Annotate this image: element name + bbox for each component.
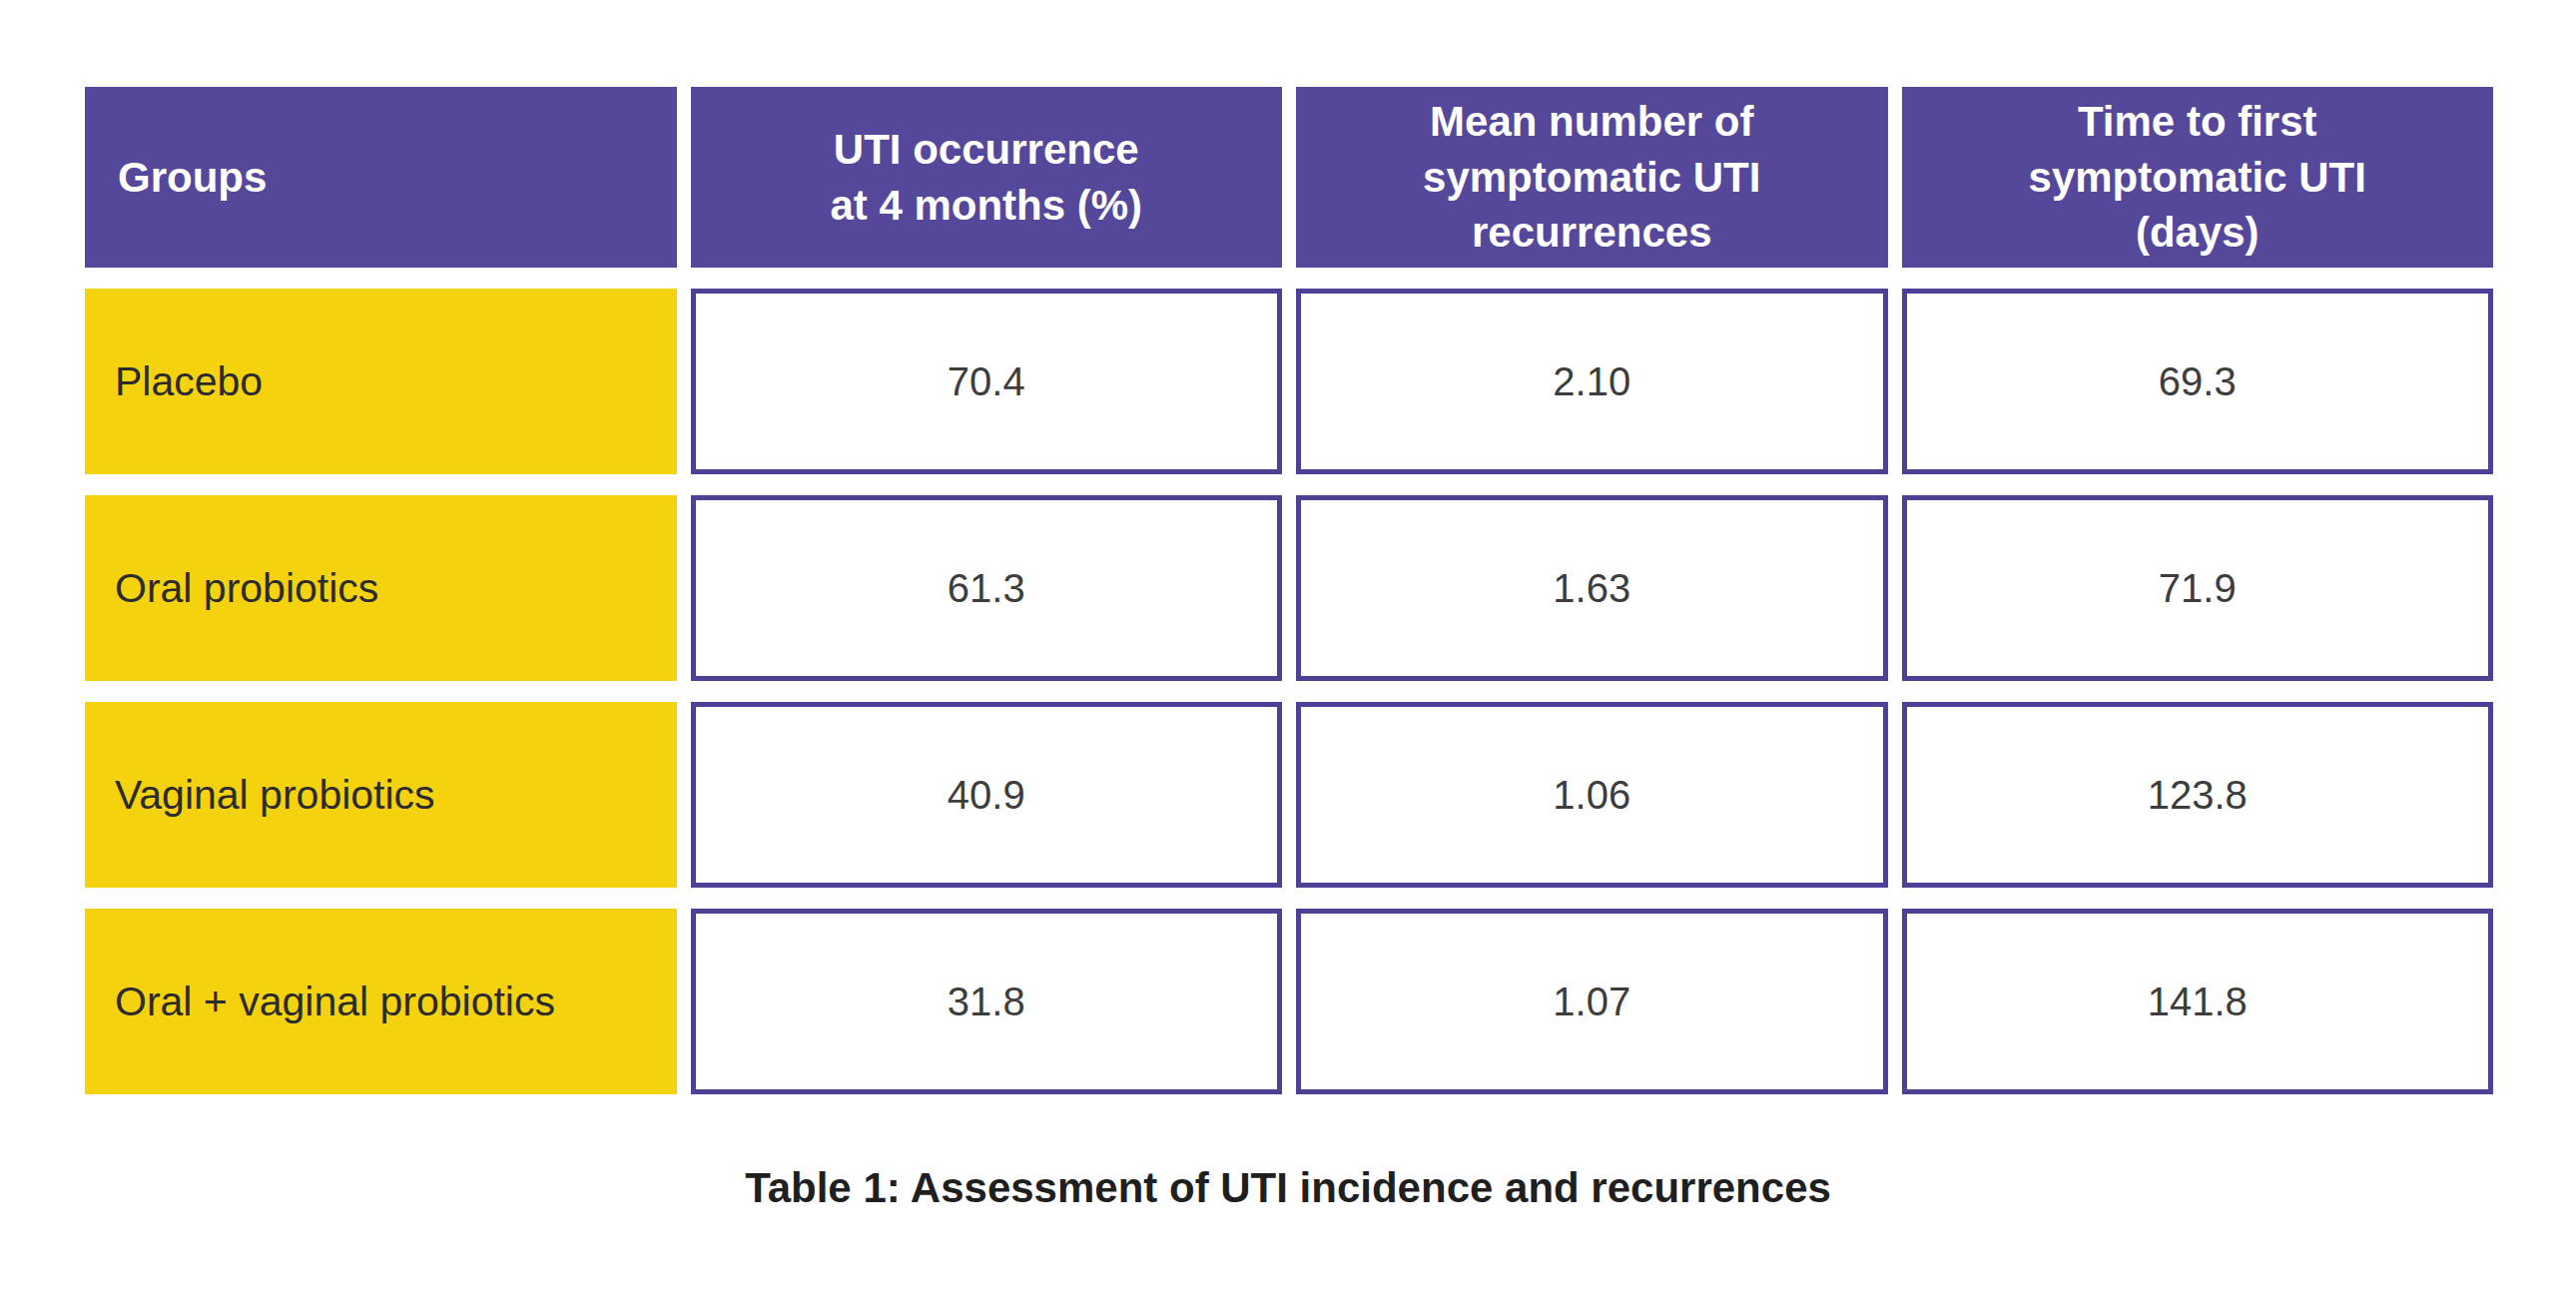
cell-placebo-mean-recurrences: 2.10 — [1296, 289, 1888, 474]
cell-oral-vaginal-uti-occurrence: 31.8 — [691, 909, 1283, 1094]
column-header-time-to-first: Time to first symptomatic UTI (days) — [1902, 87, 2494, 268]
uti-table-grid: Groups UTI occurrence at 4 months (%) Me… — [85, 87, 2493, 1094]
cell-vaginal-mean-recurrences: 1.06 — [1296, 702, 1888, 888]
cell-placebo-time-to-first: 69.3 — [1902, 289, 2494, 474]
column-header-mean-recurrences: Mean number of symptomatic UTI recurrenc… — [1296, 87, 1888, 268]
column-header-uti-occurrence: UTI occurrence at 4 months (%) — [691, 87, 1283, 268]
row-label-vaginal-probiotics: Vaginal probiotics — [85, 702, 677, 888]
cell-oral-vaginal-time-to-first: 141.8 — [1902, 909, 2494, 1094]
uti-table: Groups UTI occurrence at 4 months (%) Me… — [85, 87, 2493, 1094]
row-label-oral-probiotics: Oral probiotics — [85, 495, 677, 681]
cell-oral-uti-occurrence: 61.3 — [691, 495, 1283, 681]
cell-placebo-uti-occurrence: 70.4 — [691, 289, 1283, 474]
cell-oral-mean-recurrences: 1.63 — [1296, 495, 1888, 681]
cell-oral-vaginal-mean-recurrences: 1.07 — [1296, 909, 1888, 1094]
table-caption: Table 1: Assessment of UTI incidence and… — [0, 1164, 2576, 1212]
row-label-placebo: Placebo — [85, 289, 677, 474]
row-label-oral-vaginal-probiotics: Oral + vaginal probiotics — [85, 909, 677, 1094]
cell-vaginal-time-to-first: 123.8 — [1902, 702, 2494, 888]
column-header-groups: Groups — [85, 87, 677, 268]
cell-oral-time-to-first: 71.9 — [1902, 495, 2494, 681]
cell-vaginal-uti-occurrence: 40.9 — [691, 702, 1283, 888]
